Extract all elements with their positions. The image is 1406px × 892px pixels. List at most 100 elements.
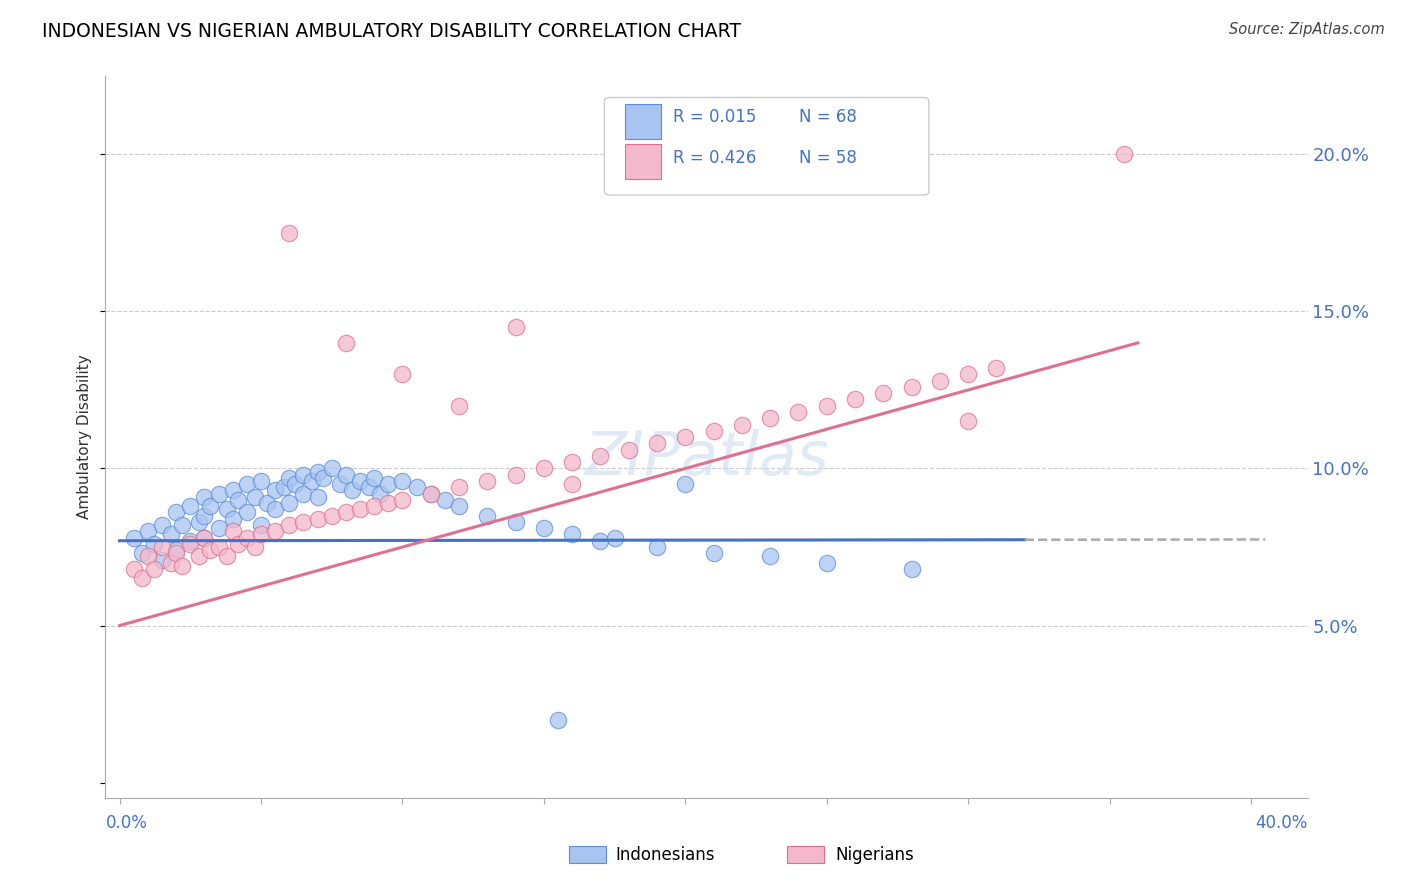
Point	[131, 571, 153, 585]
Point	[131, 546, 153, 560]
Point	[292, 486, 315, 500]
Point	[447, 499, 470, 513]
Point	[312, 471, 335, 485]
Point	[222, 524, 245, 539]
Point	[363, 499, 385, 513]
Point	[533, 521, 555, 535]
Point	[673, 430, 696, 444]
Point	[900, 380, 922, 394]
Point	[278, 471, 301, 485]
Point	[1112, 147, 1135, 161]
Point	[391, 368, 413, 382]
Point	[447, 399, 470, 413]
Point	[236, 531, 259, 545]
Point	[250, 474, 273, 488]
Point	[377, 477, 399, 491]
Point	[193, 490, 215, 504]
Point	[335, 335, 357, 350]
Text: Indonesians: Indonesians	[616, 846, 716, 863]
Point	[228, 492, 250, 507]
Point	[187, 515, 209, 529]
Point	[787, 405, 810, 419]
Point	[256, 496, 278, 510]
Point	[307, 490, 329, 504]
Point	[391, 492, 413, 507]
Point	[264, 483, 287, 498]
Point	[179, 537, 201, 551]
Point	[391, 474, 413, 488]
Point	[363, 471, 385, 485]
Point	[433, 492, 456, 507]
Point	[703, 424, 725, 438]
Point	[179, 533, 201, 548]
Point	[477, 508, 499, 523]
Point	[193, 508, 215, 523]
Point	[278, 496, 301, 510]
Point	[335, 467, 357, 482]
Point	[957, 414, 980, 428]
Point	[198, 543, 221, 558]
Point	[150, 540, 173, 554]
Point	[844, 392, 866, 407]
Point	[273, 480, 295, 494]
Point	[505, 320, 527, 334]
Point	[165, 543, 187, 558]
Point	[228, 537, 250, 551]
Point	[477, 474, 499, 488]
Point	[505, 515, 527, 529]
Point	[645, 436, 668, 450]
Point	[447, 480, 470, 494]
Point	[150, 552, 173, 566]
Point	[815, 399, 838, 413]
Point	[561, 527, 583, 541]
Point	[264, 502, 287, 516]
Point	[250, 527, 273, 541]
Point	[673, 477, 696, 491]
Point	[505, 467, 527, 482]
Point	[236, 477, 259, 491]
Point	[217, 549, 239, 564]
Point	[207, 540, 229, 554]
Point	[603, 531, 626, 545]
Point	[349, 502, 371, 516]
Point	[321, 508, 343, 523]
Point	[419, 486, 441, 500]
Point	[329, 477, 352, 491]
Point	[193, 531, 215, 545]
Point	[142, 537, 165, 551]
Point	[731, 417, 754, 432]
Point	[264, 524, 287, 539]
Point	[301, 474, 323, 488]
Point	[561, 455, 583, 469]
Point	[335, 506, 357, 520]
Point	[284, 477, 307, 491]
Point	[986, 361, 1008, 376]
Text: N = 68: N = 68	[799, 108, 856, 127]
Text: ZIPatlas: ZIPatlas	[585, 429, 828, 488]
Point	[617, 442, 640, 457]
Text: Source: ZipAtlas.com: Source: ZipAtlas.com	[1229, 22, 1385, 37]
Point	[307, 512, 329, 526]
Point	[759, 549, 782, 564]
Text: R = 0.426: R = 0.426	[673, 149, 756, 167]
Point	[368, 486, 391, 500]
Point	[136, 524, 159, 539]
Point	[187, 549, 209, 564]
Point	[589, 533, 612, 548]
Point	[207, 486, 229, 500]
Text: 40.0%: 40.0%	[1256, 814, 1308, 831]
Point	[250, 518, 273, 533]
Point	[561, 477, 583, 491]
Point	[340, 483, 363, 498]
Point	[207, 521, 229, 535]
Point	[217, 502, 239, 516]
Point	[589, 449, 612, 463]
Point	[547, 713, 569, 727]
Point	[136, 549, 159, 564]
Point	[159, 556, 181, 570]
Point	[170, 558, 193, 573]
Point	[703, 546, 725, 560]
Point	[928, 374, 950, 388]
Point	[405, 480, 427, 494]
Point	[165, 546, 187, 560]
